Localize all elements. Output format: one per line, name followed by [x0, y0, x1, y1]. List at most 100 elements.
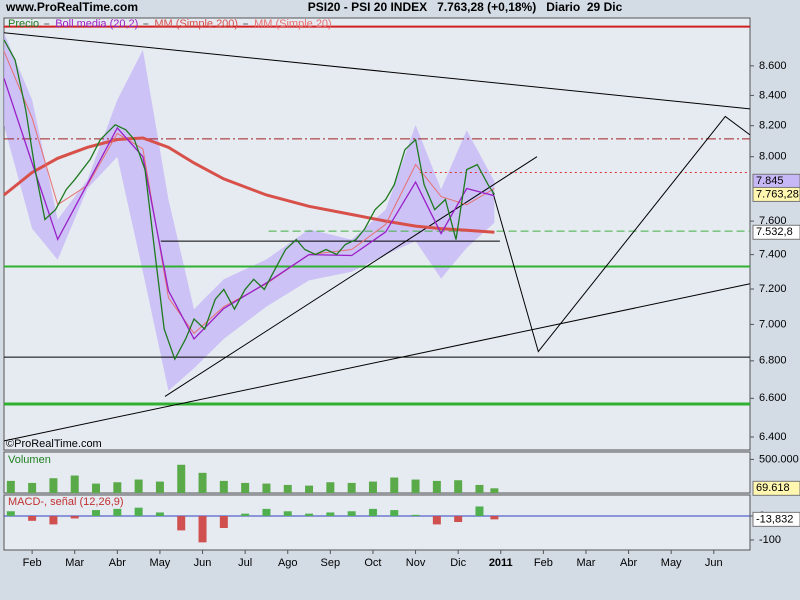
bar: [49, 478, 58, 493]
trend-line: [3, 32, 751, 110]
series-line: [3, 51, 495, 335]
bar: [134, 507, 143, 517]
x-tick-label: Sep: [321, 557, 341, 569]
legend-entry: Boll media (20,2): [55, 18, 138, 30]
bar: [454, 516, 463, 523]
bar: [411, 514, 420, 517]
bar: [262, 508, 271, 517]
bar: [70, 475, 79, 493]
y-tick-label: -100: [759, 534, 781, 546]
chart-title: PSI20 - PSI 20 INDEX 7.763,28 (+0,18%) D…: [308, 0, 623, 14]
trend-line: [3, 283, 751, 442]
bar: [198, 516, 207, 543]
y-tick-label: 8.400: [759, 89, 787, 101]
x-tick-label: Mar: [576, 557, 595, 569]
bar: [219, 480, 228, 493]
trend-line: [164, 156, 538, 397]
bar: [390, 510, 399, 517]
bar: [432, 480, 441, 493]
last-label-box: [752, 511, 800, 527]
bar: [490, 488, 499, 493]
bar: [347, 482, 356, 493]
bar: [368, 481, 377, 493]
bar: [305, 513, 314, 517]
x-tick-label: Ago: [278, 557, 298, 569]
x-tick-label: Mar: [65, 557, 84, 569]
bar: [6, 480, 15, 493]
bar: [283, 511, 292, 517]
legend-entry: Precio: [8, 18, 39, 30]
trend-line: [491, 115, 751, 353]
price-label-box: [752, 224, 800, 240]
x-tick-label: Abr: [620, 557, 637, 569]
x-tick-label: Jul: [238, 557, 252, 569]
y-tick-label: 8.600: [759, 60, 787, 72]
price-label: 7.532,8: [756, 226, 793, 238]
x-tick-label: Oct: [364, 557, 381, 569]
price-label: 7.845: [756, 175, 784, 187]
bar: [177, 516, 186, 531]
x-tick-label: Nov: [406, 557, 426, 569]
bar: [177, 464, 186, 493]
series-line: [3, 136, 495, 234]
series-line: [3, 39, 495, 361]
last-label: 69.618: [756, 482, 790, 494]
y-tick-label: 7.600: [759, 215, 787, 227]
last-label: -13,832: [756, 513, 793, 525]
bar: [390, 477, 399, 493]
bar: [262, 483, 271, 493]
x-tick-label: Feb: [23, 557, 42, 569]
bar: [490, 516, 499, 520]
y-tick-label: 8.200: [759, 120, 787, 132]
x-tick-label: May: [150, 557, 171, 569]
bar: [305, 485, 314, 493]
bar: [113, 482, 122, 493]
panel-title: Volumen: [8, 454, 51, 466]
bar: [134, 479, 143, 493]
series-line: [3, 78, 495, 340]
macd-panel: [3, 494, 751, 551]
bar: [92, 510, 101, 517]
y-tick-label: 500.000: [759, 453, 799, 465]
bar: [155, 481, 164, 493]
legend-entry: MM (Simple 200): [154, 18, 238, 30]
bar: [241, 482, 250, 493]
source: www.ProRealTime.com: [5, 0, 138, 14]
last-label-box: [752, 480, 800, 496]
bar: [49, 516, 58, 525]
y-tick-label: 6.400: [759, 431, 787, 443]
bar: [347, 511, 356, 517]
bar: [198, 472, 207, 493]
bar: [155, 512, 164, 517]
y-tick-label: 8.000: [759, 151, 787, 163]
watermark: ©ProRealTime.com: [6, 438, 102, 450]
y-tick-label: 6.600: [759, 392, 787, 404]
bar: [28, 482, 37, 493]
volume-panel: [3, 451, 751, 494]
bar: [219, 516, 228, 528]
bar: [92, 483, 101, 493]
bar: [475, 484, 484, 493]
bar: [326, 512, 335, 517]
price-label: 7.763,28: [756, 188, 799, 200]
bar: [241, 513, 250, 517]
x-tick-label: Feb: [534, 557, 553, 569]
bar: [411, 479, 420, 493]
y-tick-label: 7.400: [759, 249, 787, 261]
bar: [368, 508, 377, 517]
bar: [113, 508, 122, 517]
bar: [326, 482, 335, 493]
bar: [283, 484, 292, 493]
legend-entry: MM (Simple 20): [254, 18, 332, 30]
x-tick-label: Abr: [109, 557, 126, 569]
bar: [28, 516, 37, 521]
x-tick-label: Jun: [705, 557, 723, 569]
panel-title: MACD-, señal (12,26,9): [8, 496, 124, 508]
bollinger-band: [4, 32, 495, 391]
x-tick-label: Dic: [450, 557, 466, 569]
bar: [70, 516, 79, 519]
y-tick-label: 7.200: [759, 283, 787, 295]
bar: [454, 480, 463, 493]
